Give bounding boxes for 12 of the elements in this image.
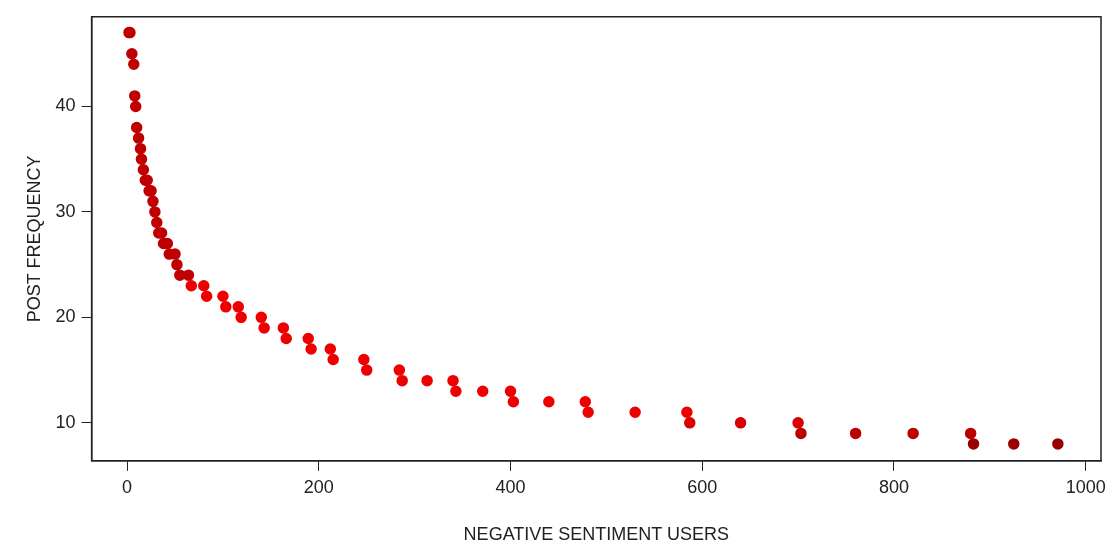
x-tick-label: 600 bbox=[687, 476, 718, 497]
y-axis-title: POST FREQUENCY bbox=[23, 155, 44, 323]
x-tick-label: 800 bbox=[878, 476, 909, 497]
x-axis-title: NEGATIVE SENTIMENT USERS bbox=[463, 524, 730, 545]
x-tick-label: 0 bbox=[122, 476, 133, 497]
y-tick-label: 10 bbox=[55, 411, 76, 432]
y-tick-label: 20 bbox=[55, 306, 76, 327]
x-tick-label: 400 bbox=[495, 476, 526, 497]
x-tick-label: 1000 bbox=[1065, 476, 1106, 497]
y-tick-label: 40 bbox=[55, 95, 76, 116]
y-tick-label: 30 bbox=[55, 200, 76, 221]
x-tick-label: 200 bbox=[303, 476, 334, 497]
